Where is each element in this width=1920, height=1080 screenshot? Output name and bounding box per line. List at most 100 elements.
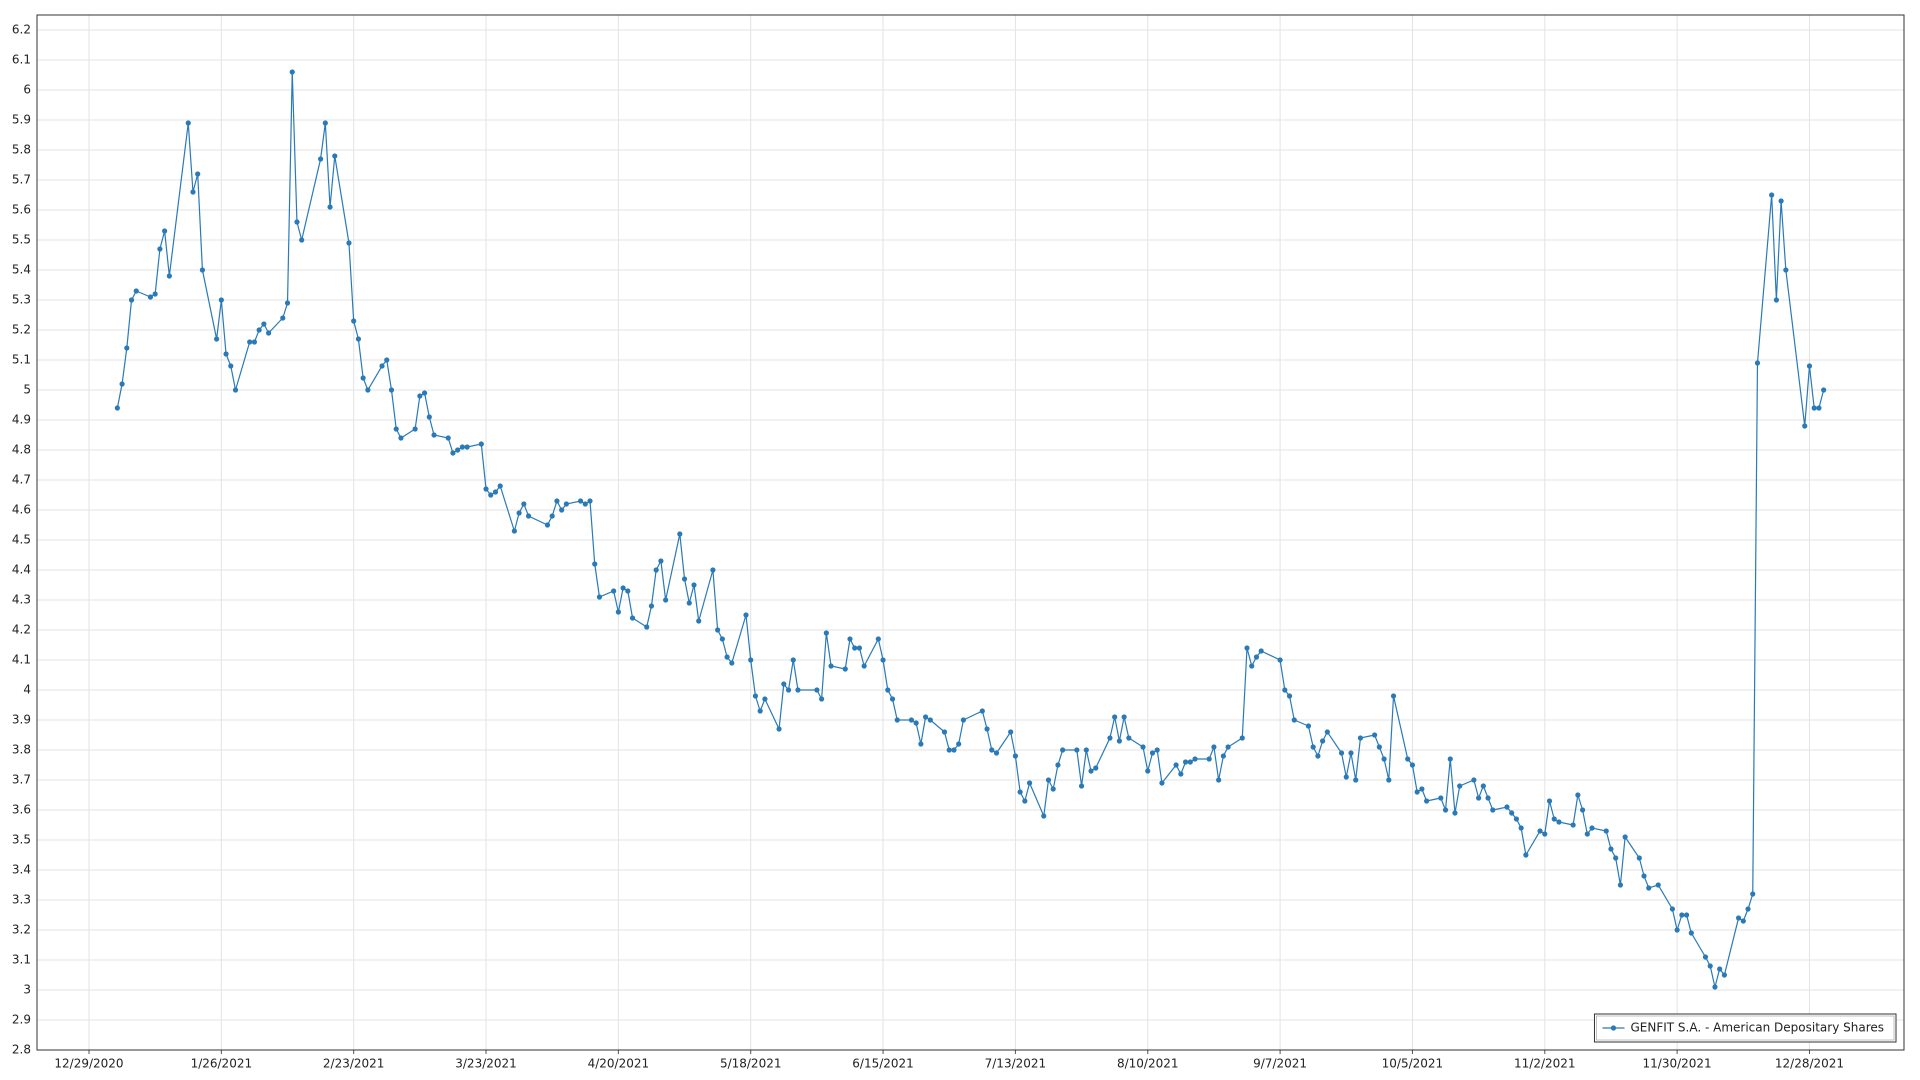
data-point xyxy=(488,492,494,498)
data-point xyxy=(450,450,456,456)
data-point xyxy=(644,624,650,630)
data-point xyxy=(1244,645,1250,651)
data-point xyxy=(1390,693,1397,699)
data-point xyxy=(1773,297,1779,303)
data-point xyxy=(251,339,258,345)
data-point xyxy=(445,435,451,441)
data-point xyxy=(426,414,432,420)
data-point xyxy=(1811,405,1817,411)
data-point xyxy=(124,345,130,351)
data-point xyxy=(880,657,886,663)
data-point xyxy=(346,240,352,246)
data-point xyxy=(1447,756,1453,762)
data-point xyxy=(1442,807,1449,813)
y-tick-label: 5.8 xyxy=(12,143,31,157)
data-point xyxy=(492,489,499,495)
data-point xyxy=(1045,777,1052,783)
data-point xyxy=(289,69,295,75)
data-point xyxy=(1518,825,1524,831)
data-point xyxy=(927,717,933,723)
data-point xyxy=(195,171,201,177)
data-point xyxy=(1310,744,1316,750)
data-point xyxy=(1537,828,1543,834)
data-point xyxy=(1338,750,1345,756)
data-point xyxy=(719,636,725,642)
data-point xyxy=(922,714,929,720)
data-point xyxy=(185,120,191,126)
data-point xyxy=(1424,798,1430,804)
y-tick-label: 4.4 xyxy=(12,563,31,577)
data-point xyxy=(1253,654,1260,660)
data-point xyxy=(1438,795,1444,801)
data-point xyxy=(875,636,881,642)
data-point xyxy=(1405,756,1411,762)
data-point xyxy=(1348,750,1354,756)
data-point xyxy=(889,696,896,702)
data-point xyxy=(1646,885,1652,891)
data-point xyxy=(1542,831,1548,837)
x-tick-label: 9/7/2021 xyxy=(1253,1057,1307,1071)
data-point xyxy=(625,588,631,594)
data-point xyxy=(1112,714,1118,720)
data-point xyxy=(1556,819,1562,825)
x-tick-label: 7/13/2021 xyxy=(985,1057,1047,1071)
data-point xyxy=(190,189,196,195)
data-point xyxy=(743,612,749,618)
data-point xyxy=(1178,771,1184,777)
data-point xyxy=(1457,783,1463,789)
y-tick-label: 3.5 xyxy=(12,833,31,847)
data-point xyxy=(856,645,863,651)
data-point xyxy=(1121,714,1127,720)
y-tick-label: 4.1 xyxy=(12,653,31,667)
data-point xyxy=(1149,750,1156,756)
data-point xyxy=(525,513,532,519)
data-point xyxy=(261,321,267,327)
data-point xyxy=(459,444,465,450)
data-point xyxy=(1655,882,1661,888)
data-point xyxy=(1286,693,1293,699)
legend-label: GENFIT S.A. - American Depositary Shares xyxy=(1630,1021,1884,1035)
data-point xyxy=(1622,834,1628,840)
data-point xyxy=(1154,747,1160,753)
data-point xyxy=(247,339,253,345)
data-point xyxy=(587,498,593,504)
data-point xyxy=(1480,783,1486,789)
data-point xyxy=(776,726,782,732)
y-tick-label: 5.7 xyxy=(12,173,31,187)
data-point xyxy=(828,663,834,669)
data-point xyxy=(1802,423,1808,429)
data-point xyxy=(1679,912,1685,918)
data-point xyxy=(417,393,423,399)
data-point xyxy=(1570,822,1576,828)
data-point xyxy=(1674,927,1680,933)
data-point xyxy=(1211,744,1217,750)
data-point xyxy=(757,708,763,714)
data-point xyxy=(1603,828,1609,834)
data-point xyxy=(119,381,125,387)
data-point xyxy=(1187,759,1193,765)
data-point xyxy=(214,336,220,342)
y-tick-label: 3.3 xyxy=(12,893,31,907)
data-point xyxy=(960,717,967,723)
data-point xyxy=(1740,918,1746,924)
y-tick-label: 5.4 xyxy=(12,263,31,277)
plot-frame xyxy=(36,14,1905,1051)
data-point xyxy=(1050,786,1056,792)
data-point xyxy=(1022,798,1028,804)
data-point xyxy=(941,729,948,735)
y-tick-label: 3.6 xyxy=(12,803,31,817)
data-point xyxy=(592,561,598,567)
x-tick-label: 10/5/2021 xyxy=(1382,1057,1444,1071)
data-point xyxy=(885,687,891,693)
data-point xyxy=(162,228,168,234)
data-point xyxy=(1546,798,1553,804)
data-point xyxy=(1315,753,1321,759)
data-point xyxy=(1083,747,1089,753)
data-point xyxy=(629,615,636,621)
data-point xyxy=(317,156,324,162)
data-point xyxy=(658,558,664,564)
data-point xyxy=(1343,774,1349,780)
data-point xyxy=(1381,756,1387,762)
data-point xyxy=(393,426,399,432)
